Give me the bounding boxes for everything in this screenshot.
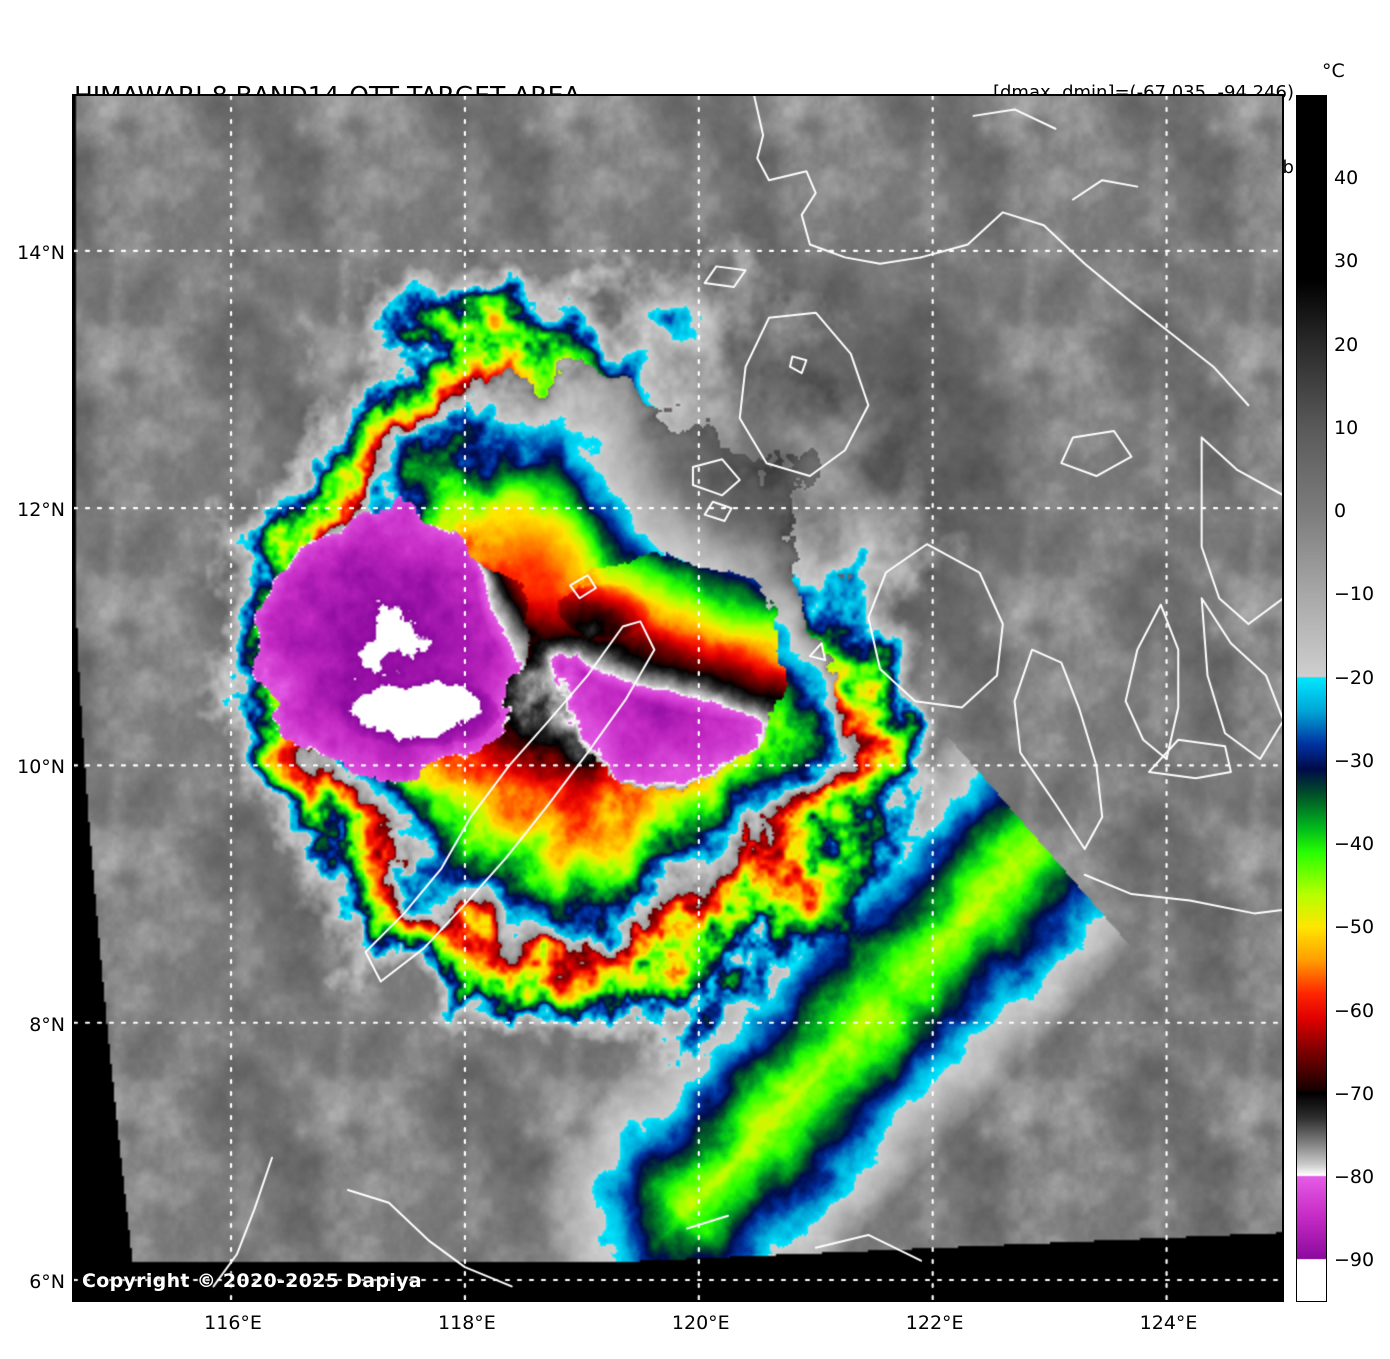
colorbar-tick-3: 10 <box>1334 416 1359 439</box>
colorbar-tick-10: −60 <box>1334 999 1375 1022</box>
colorbar-unit-label: °C <box>1322 60 1345 82</box>
lat-tick-2: 10°N <box>17 756 65 779</box>
colorbar-tick-11: −70 <box>1334 1082 1375 1105</box>
lat-tick-0: 14°N <box>17 241 65 264</box>
colorbar-tick-6: −20 <box>1334 666 1375 689</box>
copyright-notice: Copyright © 2020-2025 Dapiya <box>82 1270 422 1292</box>
colorbar-tick-4: 0 <box>1334 500 1347 523</box>
temperature-colorbar[interactable] <box>1296 95 1327 1302</box>
colorbar-tick-8: −40 <box>1334 833 1375 856</box>
colorbar-tick-5: −10 <box>1334 583 1375 606</box>
lat-tick-1: 12°N <box>17 499 65 522</box>
infrared-satellite-raster <box>74 96 1282 1300</box>
colorbar-tick-13: −90 <box>1334 1249 1375 1272</box>
colorbar-tick-1: 30 <box>1334 250 1359 273</box>
lat-tick-4: 6°N <box>29 1270 65 1293</box>
colorbar-tick-9: −50 <box>1334 916 1375 939</box>
satellite-image-plot[interactable]: Copyright © 2020-2025 Dapiya <box>72 94 1284 1302</box>
lon-tick-4: 124°E <box>1139 1312 1198 1334</box>
lon-tick-1: 118°E <box>438 1312 496 1334</box>
colorbar-gradient <box>1296 95 1327 1302</box>
lon-tick-2: 120°E <box>671 1312 730 1334</box>
colorbar-tick-12: −80 <box>1334 1166 1375 1189</box>
colorbar-tick-7: −30 <box>1334 749 1375 772</box>
lat-tick-3: 8°N <box>29 1013 65 1036</box>
lon-tick-0: 116°E <box>204 1312 262 1334</box>
colorbar-tick-2: 20 <box>1334 333 1359 356</box>
lon-tick-3: 122°E <box>905 1312 964 1334</box>
colorbar-tick-0: 40 <box>1334 167 1359 190</box>
